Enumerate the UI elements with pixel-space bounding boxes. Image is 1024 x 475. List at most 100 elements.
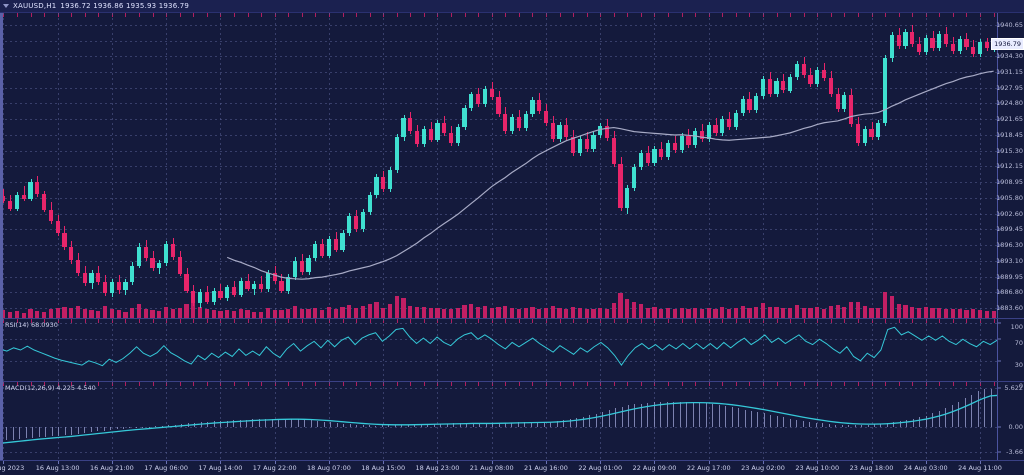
grid-line-vertical <box>872 13 873 318</box>
rsi-plot-area[interactable] <box>0 319 998 381</box>
macd-histogram-bar <box>298 419 299 427</box>
grid-line-vertical <box>709 319 710 381</box>
time-axis-label: 16 Aug 13:00 <box>35 464 80 472</box>
volume-bar <box>381 307 386 318</box>
grid-line-horizontal <box>0 323 997 324</box>
candle-body <box>455 127 460 144</box>
volume-bar <box>557 308 562 318</box>
macd-panel[interactable]: MACD(12,26,9) 4.225 4.540 0 5.622 0.00 -3.6… <box>0 382 1024 460</box>
price-axis-label: 1896.30 <box>996 240 1023 249</box>
volume-bar <box>632 302 637 318</box>
macd-histogram-bar <box>395 425 396 427</box>
macd-histogram-bar <box>796 419 797 427</box>
macd-plot-area[interactable] <box>0 382 998 460</box>
volume-bar <box>143 309 148 318</box>
grid-line-vertical <box>112 13 113 318</box>
macd-histogram-bar <box>842 424 843 427</box>
time-axis-label: 16 Aug 2023 <box>0 464 25 472</box>
candle-body <box>55 220 60 234</box>
macd-histogram-bar <box>304 419 305 427</box>
macd-histogram-bar <box>706 403 707 427</box>
candle-body <box>231 287 237 295</box>
macd-histogram-bar <box>991 388 992 427</box>
volume-bar <box>808 308 813 318</box>
volume-bar <box>48 309 53 318</box>
candle-body <box>882 57 888 124</box>
time-axis-tick <box>58 461 59 464</box>
volume-bar <box>869 308 874 318</box>
macd-histogram-bar <box>479 423 480 427</box>
chevron-down-icon[interactable] <box>3 4 9 8</box>
volume-bar <box>916 307 922 318</box>
rsi-tick-strip <box>0 319 997 323</box>
volume-bar <box>299 309 304 318</box>
candle-body <box>835 94 840 110</box>
macd-histogram-bar <box>751 410 752 427</box>
time-axis-tick <box>383 461 384 464</box>
grid-line-horizontal <box>0 72 997 73</box>
grid-line-horizontal <box>0 339 997 340</box>
candle-body <box>35 182 40 194</box>
macd-histogram-bar <box>783 417 784 427</box>
candle-body <box>150 258 155 268</box>
macd-signal-line <box>0 394 998 444</box>
time-axis-label: 18 Aug 07:00 <box>307 464 351 472</box>
macd-histogram-bar <box>764 413 765 427</box>
volume-bar <box>754 306 759 318</box>
macd-histogram-bar <box>129 426 130 428</box>
macd-histogram-bar <box>324 421 325 427</box>
volume-bar <box>910 306 915 318</box>
price-panel[interactable]: 1940.651937.451934.301931.151927.951924.… <box>0 13 1024 318</box>
price-plot-area[interactable] <box>0 13 997 318</box>
candle-body <box>699 131 705 140</box>
macd-histogram-bar <box>829 424 830 427</box>
rsi-panel[interactable]: RSI(14) 68.0930 100 70 30 <box>0 319 1024 381</box>
candle-body <box>611 138 616 164</box>
macd-histogram-bar <box>317 420 318 427</box>
volume-bar <box>428 308 433 318</box>
volume-bar <box>14 311 20 318</box>
volume-bar <box>693 308 698 318</box>
time-axis-tick <box>546 461 547 464</box>
chart-title-bar: XAUUSD,H1 1936.72 1936.86 1935.93 1936.7… <box>0 0 1024 13</box>
price-axis: 1940.651937.451934.301931.151927.951924.… <box>991 13 1024 318</box>
macd-histogram-bar <box>880 423 881 427</box>
candle-body <box>462 108 467 128</box>
price-axis-label: 1908.95 <box>996 178 1023 187</box>
macd-histogram-bar <box>19 426 20 440</box>
candle-body <box>496 97 501 115</box>
grid-line-vertical <box>166 13 167 318</box>
volume-bar <box>652 307 657 318</box>
macd-axis-label: 5.622 <box>1004 384 1023 392</box>
macd-histogram-bar <box>162 425 163 427</box>
chart-scroll-rail[interactable] <box>0 13 3 460</box>
volume-bar <box>238 308 243 318</box>
volume-bar <box>177 307 182 318</box>
candle-body <box>408 118 413 132</box>
macd-histogram-bar <box>641 403 642 427</box>
volume-bar <box>469 303 474 318</box>
candle-body <box>984 41 989 48</box>
price-axis-label: 1921.65 <box>996 115 1023 124</box>
volume-bar <box>659 308 664 318</box>
volume-bar <box>801 307 806 318</box>
time-axis-tick <box>763 461 764 464</box>
volume-bar <box>489 307 494 318</box>
macd-histogram-bar <box>654 402 655 427</box>
price-axis-tick <box>998 228 1001 230</box>
grid-line-horizontal <box>0 245 997 246</box>
volume-bar <box>123 311 128 318</box>
candle-body <box>259 283 264 290</box>
macd-histogram-bar <box>848 425 849 427</box>
grid-line-vertical <box>492 319 493 381</box>
rsi-axis-label: 70 <box>1014 339 1023 348</box>
rsi-axis-label: 100 <box>1010 323 1023 331</box>
macd-histogram-bar <box>233 420 234 427</box>
volume-bar <box>503 305 508 318</box>
time-axis-label: 17 Aug 22:00 <box>252 464 297 472</box>
candle-body <box>971 46 976 54</box>
time-axis-tick <box>220 461 221 464</box>
macd-histogram-bar <box>544 421 545 427</box>
candle-body <box>923 37 928 52</box>
